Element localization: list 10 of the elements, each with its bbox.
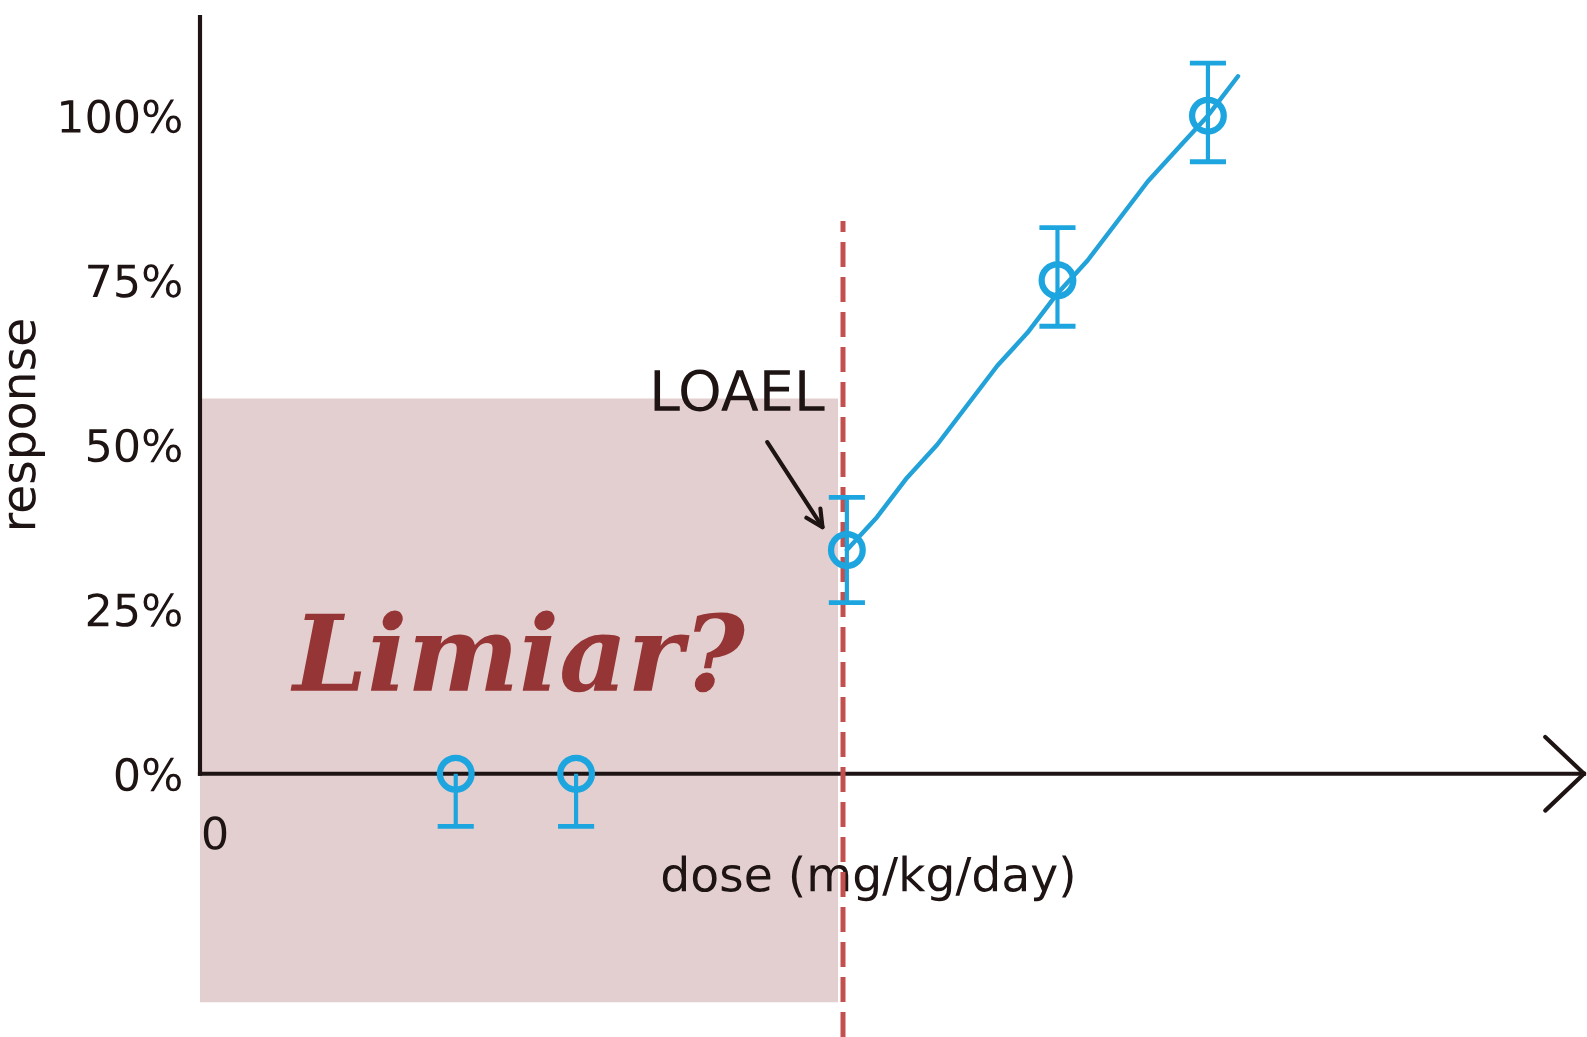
y-axis-title: response — [8, 320, 45, 528]
x-axis-title: dose (mg/kg/day) — [662, 855, 1073, 902]
y-tick-label: 25% — [87, 593, 181, 627]
annotation: Limiar? — [290, 610, 745, 693]
x-tick-label: 0 — [203, 816, 227, 850]
y-tick-label: 50% — [87, 428, 181, 463]
y-tick-label: 75% — [88, 264, 181, 298]
y-tick-label: 0% — [115, 757, 181, 792]
annotation: LOAEL — [654, 369, 825, 412]
y-tick-label: 100% — [61, 99, 181, 134]
